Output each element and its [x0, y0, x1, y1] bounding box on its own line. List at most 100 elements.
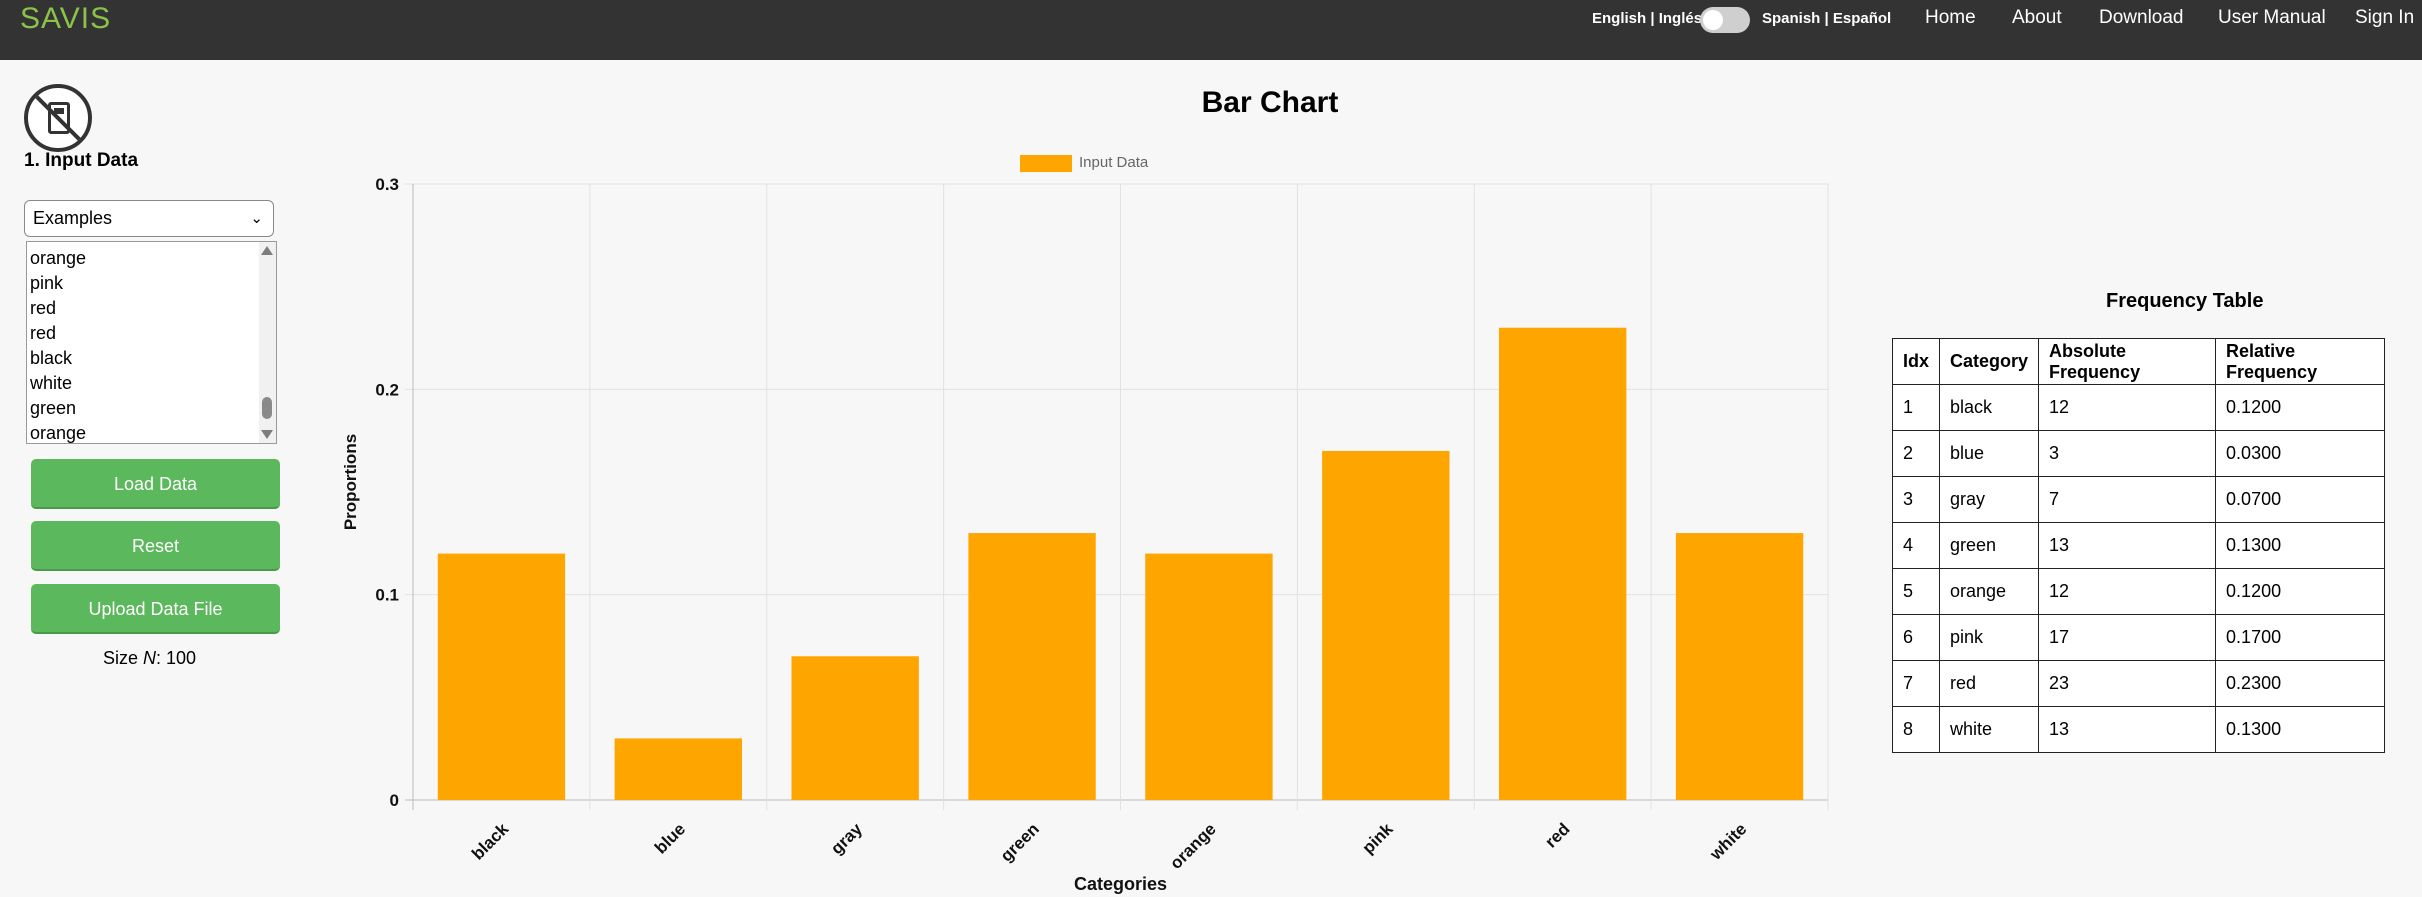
table-cell: 0.1700 — [2215, 614, 2386, 661]
chevron-down-icon: ⌄ — [250, 210, 263, 227]
table-cell: 0.0300 — [2215, 430, 2386, 477]
scroll-down-arrow-icon[interactable] — [261, 430, 273, 439]
table-cell: black — [1939, 384, 2040, 431]
data-items-list: orange pink red red black white green orange — [30, 246, 86, 446]
x-axis-title: Categories — [1074, 874, 1167, 894]
table-cell: 7 — [1891, 660, 1941, 707]
size-prefix: Size — [103, 648, 144, 668]
table-cell: 4 — [1891, 522, 1941, 569]
size-n-symbol: N — [143, 648, 157, 668]
list-item[interactable]: orange — [30, 423, 87, 443]
table-cell: white — [1939, 706, 2040, 753]
table-cell: 5 — [1891, 568, 1941, 615]
header-absolute-frequency: Absolute Frequency — [2038, 338, 2217, 385]
table-row: 8 white 13 0.1300 — [1891, 706, 2386, 753]
size-value: : 100 — [156, 648, 197, 668]
table-cell: orange — [1939, 568, 2040, 615]
calculator-off-icon — [24, 84, 92, 152]
calculator-screen — [54, 108, 64, 114]
list-item[interactable]: green — [30, 398, 77, 418]
table-cell: 13 — [2038, 706, 2217, 753]
calculator-shape — [48, 102, 70, 134]
bar-pink[interactable] — [1322, 450, 1450, 800]
table-row: 6 pink 17 0.1700 — [1891, 614, 2386, 661]
table-cell: green — [1939, 522, 2040, 569]
table-cell: 3 — [2038, 430, 2217, 477]
table-cell: 0.1200 — [2215, 568, 2386, 615]
bar-gray[interactable] — [791, 656, 919, 800]
x-tick-label: orange — [1166, 819, 1220, 873]
y-tick-label: 0.1 — [375, 586, 399, 605]
listbox-scrollbar[interactable] — [259, 242, 276, 443]
legend-swatch[interactable] — [1020, 155, 1072, 172]
table-row: 7 red 23 0.2300 — [1891, 660, 2386, 707]
table-cell: 12 — [2038, 384, 2217, 431]
x-tick-label: green — [997, 819, 1043, 865]
table-row: 1 black 12 0.1200 — [1891, 384, 2386, 431]
examples-select-value: Examples — [33, 208, 113, 228]
list-item[interactable]: red — [30, 298, 57, 318]
language-english-label: English | Inglés — [1592, 10, 1703, 27]
y-axis-title: Proportions — [341, 434, 360, 530]
nav-user-manual[interactable]: User Manual — [2218, 7, 2326, 28]
table-cell: pink — [1939, 614, 2040, 661]
input-data-title: 1. Input Data — [24, 150, 139, 171]
x-tick-label: red — [1541, 819, 1573, 851]
table-cell: 1 — [1891, 384, 1941, 431]
bar-green[interactable] — [968, 533, 1096, 800]
table-cell: 12 — [2038, 568, 2217, 615]
table-cell: 13 — [2038, 522, 2217, 569]
toggle-knob — [1703, 10, 1723, 30]
table-cell: 0.1300 — [2215, 706, 2386, 753]
bar-white[interactable] — [1675, 533, 1804, 800]
list-item[interactable]: orange — [30, 248, 87, 268]
examples-select[interactable]: Examples ⌄ — [24, 200, 274, 237]
table-cell: 0.1300 — [2215, 522, 2386, 569]
upload-data-file-button[interactable]: Upload Data File — [31, 584, 280, 634]
x-tick-label: gray — [827, 819, 866, 858]
scroll-up-arrow-icon[interactable] — [261, 246, 273, 255]
frequency-table: Idx Category Absolute Frequency Relative… — [1891, 338, 2386, 753]
nav-download[interactable]: Download — [2099, 7, 2184, 28]
list-item[interactable]: pink — [30, 273, 64, 293]
language-spanish-label: Spanish | Español — [1762, 10, 1892, 27]
table-cell: 0.0700 — [2215, 476, 2386, 523]
table-cell: blue — [1939, 430, 2040, 477]
header-category: Category — [1939, 338, 2040, 385]
table-row: 4 green 13 0.1300 — [1891, 522, 2386, 569]
table-cell: 6 — [1891, 614, 1941, 661]
bar-black[interactable] — [437, 553, 566, 800]
chart-title: Bar Chart — [1201, 86, 1339, 119]
x-tick-label: pink — [1358, 819, 1397, 858]
nav-about[interactable]: About — [2012, 7, 2062, 28]
table-cell: 23 — [2038, 660, 2217, 707]
data-listbox[interactable]: orange pink red red black white green orange — [26, 241, 277, 444]
x-tick-label: white — [1706, 819, 1751, 864]
scroll-thumb[interactable] — [262, 397, 272, 419]
load-data-button[interactable]: Load Data — [31, 459, 280, 509]
legend-label[interactable]: Input Data — [1079, 154, 1149, 171]
table-row: 5 orange 12 0.1200 — [1891, 568, 2386, 615]
bar-orange[interactable] — [1145, 553, 1273, 800]
top-navbar: SAVIS English | Inglés Spanish | Español… — [0, 0, 2422, 60]
nav-sign-in[interactable]: Sign In — [2355, 7, 2415, 28]
table-cell: 7 — [2038, 476, 2217, 523]
bar-red[interactable] — [1499, 327, 1627, 800]
bar-blue[interactable] — [614, 738, 742, 800]
bar-chart: 0 0.1 0.2 0.3 black blue gray green orange pink re… — [341, 175, 1829, 894]
brand-logo[interactable]: SAVIS — [20, 2, 112, 35]
table-cell: 0.2300 — [2215, 660, 2386, 707]
frequency-table-title: Frequency Table — [2106, 290, 2264, 312]
reset-button[interactable]: Reset — [31, 521, 280, 571]
table-cell: 3 — [1891, 476, 1941, 523]
list-item[interactable]: black — [30, 348, 73, 368]
table-row: 3 gray 7 0.0700 — [1891, 476, 2386, 523]
table-cell: gray — [1939, 476, 2040, 523]
language-toggle[interactable] — [1700, 7, 1750, 33]
list-item[interactable]: red — [30, 323, 57, 343]
list-item[interactable]: white — [30, 373, 73, 393]
nav-home[interactable]: Home — [1925, 7, 1976, 28]
sample-size-label: Size N: 100 — [103, 648, 196, 669]
header-relative-frequency: Relative Frequency — [2215, 338, 2386, 385]
table-cell: red — [1939, 660, 2040, 707]
